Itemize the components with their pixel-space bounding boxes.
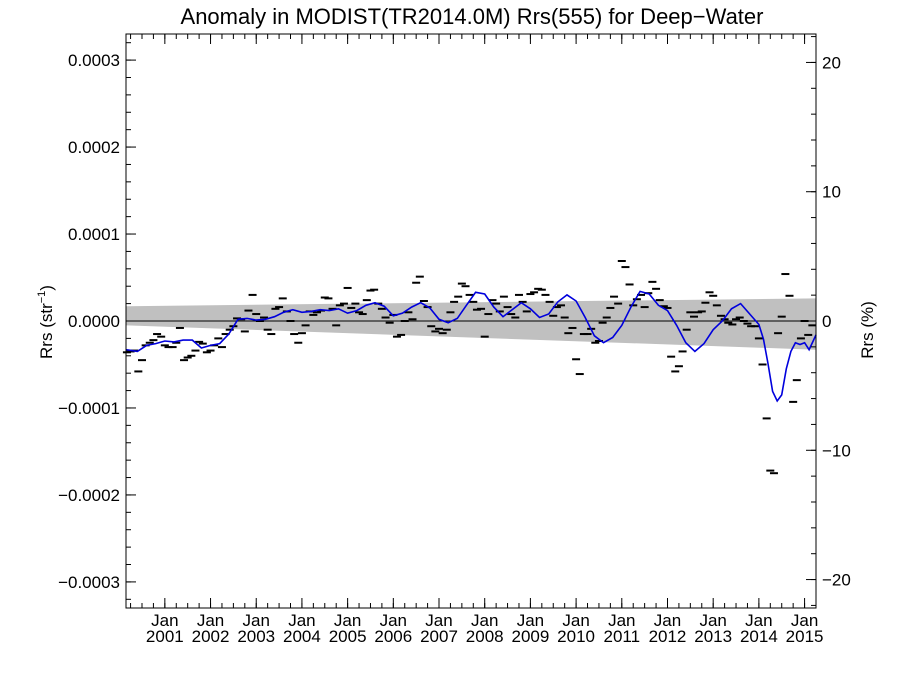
x-tick-year-label: 2009	[511, 627, 549, 646]
axes: 0.0003 0.0002 0.0001 0.0000 −0.0001 −0.0002 −0…	[58, 33, 851, 646]
x-tick-year-label: 2005	[329, 627, 367, 646]
x-tick-year-label: 2001	[146, 627, 184, 646]
x-tick-year-label: 2006	[374, 627, 412, 646]
x-tick-month-label: Jan	[517, 611, 544, 630]
plot-area	[122, 259, 817, 475]
y-right-tick-label: −20	[822, 571, 851, 590]
y-tick-label: 0.0001	[68, 225, 120, 244]
x-tick-year-label: 2003	[237, 627, 275, 646]
smoothed-anomaly-line	[125, 290, 817, 403]
x-tick-month-label: Jan	[562, 611, 589, 630]
x-tick-month-label: Jan	[197, 611, 224, 630]
y-right-tick-label: 10	[822, 183, 841, 202]
y-tick-label: 0.0003	[68, 51, 120, 70]
y-tick-label: 0.0000	[68, 312, 120, 331]
trend-uncertainty-band	[126, 298, 816, 350]
x-tick-year-label: 2014	[740, 627, 778, 646]
x-tick-month-label: Jan	[243, 611, 270, 630]
y-axis-left-label: Rrs (str−1)	[36, 285, 56, 359]
y-right-tick-label: 0	[822, 312, 831, 331]
x-tick-month-label: Jan	[654, 611, 681, 630]
y-tick-label: −0.0001	[58, 399, 120, 418]
y-tick-label: −0.0003	[58, 573, 120, 592]
x-tick-year-label: 2015	[786, 627, 824, 646]
x-tick-year-label: 2004	[283, 627, 321, 646]
chart-title: Anomaly in MODIST(TR2014.0M) Rrs(555) fo…	[181, 4, 764, 29]
x-tick-month-label: Jan	[791, 611, 818, 630]
x-tick-year-label: 2012	[649, 627, 687, 646]
x-tick-month-label: Jan	[608, 611, 635, 630]
y-right-tick-label: −10	[822, 441, 851, 460]
x-tick-month-label: Jan	[425, 611, 452, 630]
x-tick-month-label: Jan	[151, 611, 178, 630]
x-tick-year-label: 2008	[466, 627, 504, 646]
y-axis-right-label: Rrs (%)	[858, 301, 877, 359]
x-tick-year-label: 2010	[557, 627, 595, 646]
x-tick-year-label: 2007	[420, 627, 458, 646]
x-tick-month-label: Jan	[380, 611, 407, 630]
y-right-tick-label: 20	[822, 53, 841, 72]
x-tick-month-label: Jan	[699, 611, 726, 630]
x-tick-month-label: Jan	[471, 611, 498, 630]
x-tick-month-label: Jan	[745, 611, 772, 630]
x-tick-month-label: Jan	[334, 611, 361, 630]
x-tick-year-label: 2002	[192, 627, 230, 646]
x-tick-year-label: 2011	[604, 627, 641, 646]
x-tick-year-label: 2013	[694, 627, 732, 646]
x-tick-month-label: Jan	[288, 611, 315, 630]
y-tick-label: 0.0002	[68, 138, 120, 157]
y-tick-label: −0.0002	[58, 486, 120, 505]
